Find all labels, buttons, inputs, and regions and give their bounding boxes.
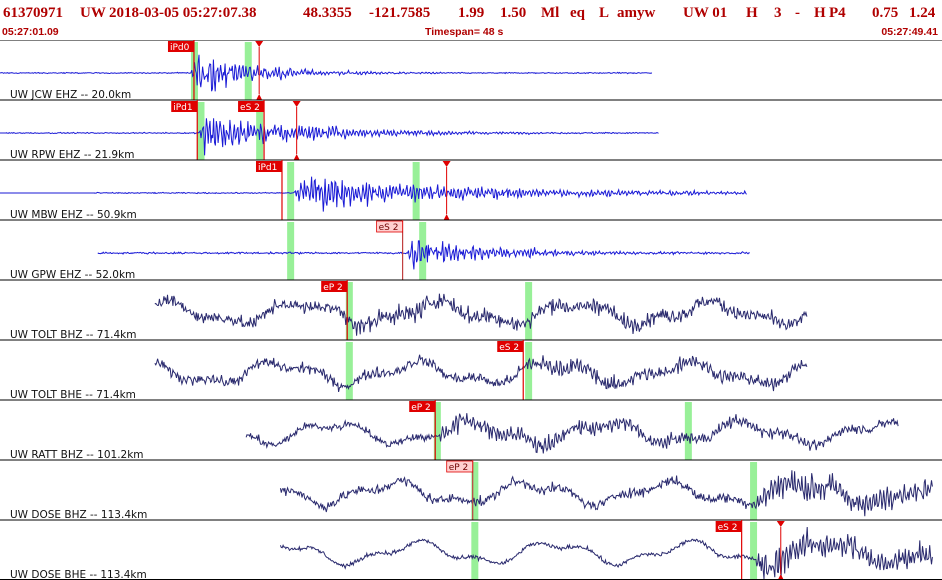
pick-window <box>345 282 353 340</box>
trace-panel: eS 2 UW TOLT BHE -- 71.4km <box>0 339 942 401</box>
time-end: 05:27:49.41 <box>881 26 938 38</box>
waveform <box>0 176 747 212</box>
trace-panel: eP 2 UW DOSE BHZ -- 113.4km <box>0 459 942 521</box>
pick-label-box <box>409 401 436 412</box>
pick-label: iPd0 <box>170 43 190 53</box>
event-num-stations: 3 <box>774 5 782 21</box>
pick-label: eP 2 <box>449 463 469 473</box>
waveform <box>245 413 899 454</box>
pick-label-box <box>238 101 265 112</box>
pick-label: eS 2 <box>718 523 738 533</box>
station-label: UW MBW EHZ -- 50.9km <box>10 209 137 221</box>
pick-window <box>525 342 533 400</box>
pick-label: eP 2 <box>411 403 431 413</box>
pick-window <box>471 522 479 580</box>
event-value-1: 0.75 <box>872 5 899 21</box>
pick-label-box <box>171 101 198 112</box>
event-type: eq <box>570 5 585 21</box>
station-label: UW RPW EHZ -- 21.9km <box>10 149 134 161</box>
pick-bottom-triangle-icon <box>777 574 784 580</box>
pick-label-box <box>376 220 404 233</box>
trace-panel: eS 2 UW DOSE BHE -- 113.4km <box>0 519 942 580</box>
seismogram-plot: iPd0 UW JCW EHZ -- 20.0km iPd1 eS 2 UW RPW E… <box>0 40 942 580</box>
pick-window <box>197 102 205 160</box>
pick-window <box>525 282 533 340</box>
trace-panel: iPd0 UW JCW EHZ -- 20.0km <box>0 40 942 101</box>
trace-panel: eS 2 UW GPW EHZ -- 52.0km <box>0 219 942 281</box>
pick-label-box <box>255 161 282 172</box>
event-separator: - <box>795 5 800 21</box>
event-quality: H <box>746 5 758 21</box>
pick-window <box>244 42 252 100</box>
pick-label-box <box>321 281 348 292</box>
pick-window <box>287 162 295 220</box>
station-label: UW RATT BHZ -- 101.2km <box>10 449 144 461</box>
event-latitude: 48.3355 <box>303 5 352 21</box>
pick-window <box>750 522 758 580</box>
pick-label: iPd1 <box>173 103 192 113</box>
event-quality-2: H <box>814 5 826 21</box>
time-axis-row: 05:27:01.09 Timespan= 48 s 05:27:49.41 <box>0 25 942 40</box>
pick-label-box <box>446 460 474 473</box>
event-network: UW <box>80 5 106 21</box>
event-magnitude-type: Ml <box>541 5 560 21</box>
event-source: UW 01 <box>683 5 728 21</box>
event-quality-3: P4 <box>829 5 846 21</box>
station-label: UW GPW EHZ -- 52.0km <box>10 269 135 281</box>
pick-label: eS 2 <box>240 103 260 113</box>
pick-window <box>345 342 353 400</box>
pick-triangle-icon <box>292 101 301 107</box>
event-flag: L <box>599 5 610 21</box>
event-magnitude: 1.50 <box>500 5 527 21</box>
station-label: UW TOLT BHE -- 71.4km <box>10 389 136 401</box>
station-label: UW TOLT BHZ -- 71.4km <box>10 329 136 341</box>
event-depth: 1.99 <box>458 5 485 21</box>
event-author: amyw <box>617 5 656 21</box>
pick-window <box>684 402 692 460</box>
trace-panel: iPd1 UW MBW EHZ -- 50.9km <box>0 159 942 221</box>
trace-panel: eP 2 UW RATT BHZ -- 101.2km <box>0 399 942 461</box>
station-label: UW DOSE BHZ -- 113.4km <box>10 509 147 521</box>
pick-label-box <box>497 341 524 352</box>
pick-label: eS 2 <box>499 343 519 353</box>
event-longitude: -121.7585 <box>369 5 431 21</box>
pick-label: iPd1 <box>258 163 277 173</box>
station-label: UW DOSE BHE -- 113.4km <box>10 569 147 580</box>
pick-window <box>433 402 441 460</box>
pick-window <box>287 222 295 280</box>
pick-bottom-triangle-icon <box>293 154 300 160</box>
pick-triangle-icon <box>255 41 264 47</box>
waveform <box>97 240 750 270</box>
station-label: UW JCW EHZ -- 20.0km <box>10 89 131 101</box>
pick-triangle-icon <box>776 521 785 527</box>
event-datetime: 2018-03-05 05:27:07.38 <box>109 5 257 21</box>
trace-panel: iPd1 eS 2 UW RPW EHZ -- 21.9km <box>0 99 942 161</box>
waveform <box>0 118 659 156</box>
trace-panel: eP 2 UW TOLT BHZ -- 71.4km <box>0 279 942 341</box>
event-header: 61370971 UW 2018-03-05 05:27:07.38 48.33… <box>0 0 942 40</box>
waveform <box>279 470 933 517</box>
waveform <box>154 293 808 336</box>
pick-window <box>750 462 758 520</box>
pick-label-box <box>167 41 194 52</box>
pick-triangle-icon <box>442 161 451 167</box>
event-summary-line: 61370971 UW 2018-03-05 05:27:07.38 48.33… <box>3 3 941 23</box>
waveform <box>0 54 653 92</box>
pick-bottom-triangle-icon <box>443 214 450 220</box>
pick-label: eP 2 <box>323 283 343 293</box>
pick-label: eS 2 <box>379 223 399 233</box>
pick-window <box>471 462 479 520</box>
pick-bottom-triangle-icon <box>256 94 263 100</box>
waveform <box>154 354 808 393</box>
waveform <box>279 526 933 580</box>
time-start: 05:27:01.09 <box>2 26 59 38</box>
event-value-2: 1.24 <box>909 5 936 21</box>
timespan-label: Timespan= 48 s <box>425 26 504 38</box>
event-id: 61370971 <box>3 5 63 21</box>
pick-label-box <box>715 521 742 532</box>
